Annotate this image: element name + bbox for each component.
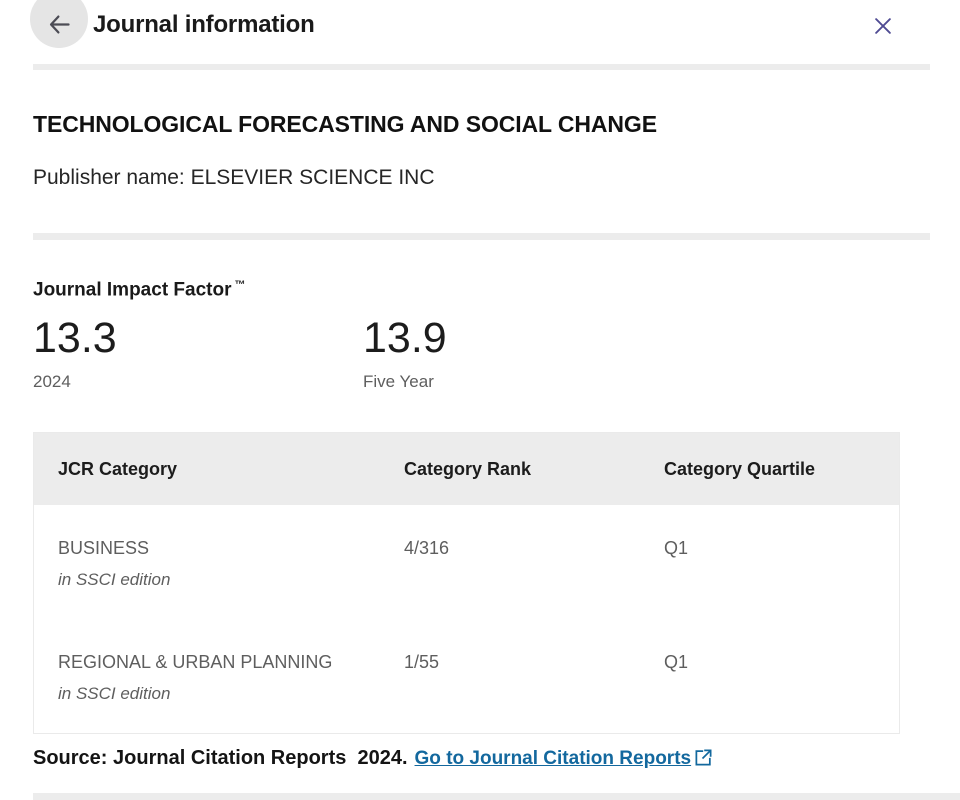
source-line: Source: Journal Citation Reports 2024. Go… [33, 747, 713, 770]
jcr-category-table: JCR Category Category Rank Category Quar… [33, 432, 900, 734]
category-quartile: Q1 [664, 538, 689, 558]
column-header-jcr-category: JCR Category [58, 458, 178, 479]
back-button[interactable] [30, 0, 88, 48]
metric-five-year: 13.9 Five Year [363, 314, 693, 392]
category-quartile: Q1 [664, 652, 689, 672]
impact-factor-metrics: 13.3 2024 13.9 Five Year [33, 314, 693, 392]
close-icon [872, 15, 894, 40]
jif-heading: Journal Impact Factor ™ [33, 279, 246, 301]
table-row: REGIONAL & URBAN PLANNING in SSCI editio… [34, 619, 899, 733]
section-divider [33, 233, 930, 240]
jif-five-year-label: Five Year [363, 372, 434, 392]
metric-current-year: 13.3 2024 [33, 314, 363, 392]
category-rank: 1/55 [404, 652, 440, 672]
panel-title: Journal information [93, 11, 315, 38]
source-text: Source: Journal Citation Reports 2024. [33, 747, 408, 769]
category-edition: in SSCI edition [58, 684, 171, 703]
column-header-category-quartile: Category Quartile [664, 458, 816, 479]
bottom-divider [33, 793, 960, 800]
table-header-row: JCR Category Category Rank Category Quar… [34, 433, 899, 505]
category-name: BUSINESS [58, 538, 150, 558]
jif-value: 13.3 [33, 314, 117, 362]
table-row: BUSINESS in SSCI edition 4/316 Q1 [34, 505, 899, 619]
category-cell: BUSINESS in SSCI edition [34, 538, 404, 590]
category-cell: REGIONAL & URBAN PLANNING in SSCI editio… [34, 652, 404, 704]
jif-year-label: 2024 [33, 372, 71, 392]
jif-heading-text: Journal Impact Factor [33, 279, 232, 301]
jcr-link-label: Go to Journal Citation Reports [414, 748, 692, 769]
trademark-symbol: ™ [234, 279, 246, 291]
publisher-label: Publisher name: [33, 166, 185, 189]
publisher-name: ELSEVIER SCIENCE INC [190, 166, 435, 189]
journal-title: TECHNOLOGICAL FORECASTING AND SOCIAL CHA… [33, 111, 657, 137]
column-header-category-rank: Category Rank [404, 458, 532, 479]
go-to-jcr-link[interactable]: Go to Journal Citation Reports [408, 748, 714, 769]
category-edition: in SSCI edition [58, 570, 171, 589]
category-name: REGIONAL & URBAN PLANNING [58, 652, 333, 672]
jif-five-year-value: 13.9 [363, 314, 447, 362]
header-divider [33, 64, 930, 70]
category-rank: 4/316 [404, 538, 450, 558]
publisher-line: Publisher name: ELSEVIER SCIENCE INC [33, 166, 435, 190]
arrow-left-icon [46, 0, 73, 41]
external-link-icon [691, 748, 713, 769]
close-button[interactable] [869, 13, 897, 41]
